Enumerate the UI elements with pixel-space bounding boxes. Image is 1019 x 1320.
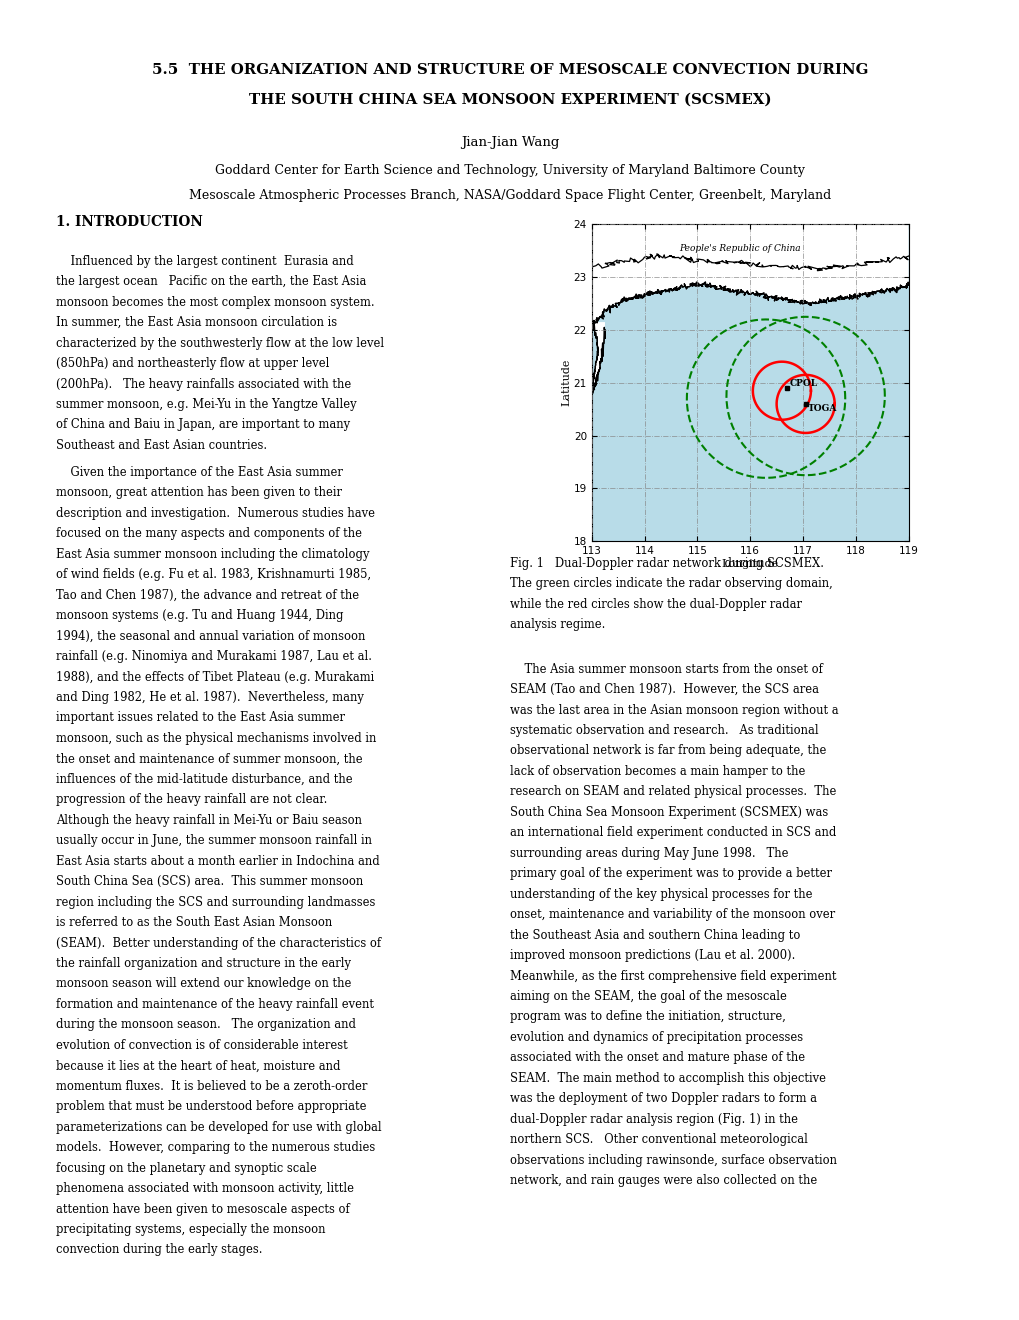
Text: was the deployment of two Doppler radars to form a: was the deployment of two Doppler radars… bbox=[510, 1093, 816, 1105]
Text: The Asia summer monsoon starts from the onset of: The Asia summer monsoon starts from the … bbox=[510, 663, 822, 676]
Text: Influenced by the largest continent  Eurasia and: Influenced by the largest continent Eura… bbox=[56, 255, 354, 268]
Text: SEAM (Tao and Chen 1987).  However, the SCS area: SEAM (Tao and Chen 1987). However, the S… bbox=[510, 684, 818, 696]
Text: Mesoscale Atmospheric Processes Branch, NASA/Goddard Space Flight Center, Greenb: Mesoscale Atmospheric Processes Branch, … bbox=[189, 189, 830, 202]
Text: of China and Baiu in Japan, are important to many: of China and Baiu in Japan, are importan… bbox=[56, 418, 350, 432]
Text: monsoon systems (e.g. Tu and Huang 1944, Ding: monsoon systems (e.g. Tu and Huang 1944,… bbox=[56, 610, 343, 622]
Text: network, and rain gauges were also collected on the: network, and rain gauges were also colle… bbox=[510, 1175, 816, 1187]
Text: was the last area in the Asian monsoon region without a: was the last area in the Asian monsoon r… bbox=[510, 704, 838, 717]
Text: because it lies at the heart of heat, moisture and: because it lies at the heart of heat, mo… bbox=[56, 1060, 340, 1072]
Text: rainfall (e.g. Ninomiya and Murakami 1987, Lau et al.: rainfall (e.g. Ninomiya and Murakami 198… bbox=[56, 651, 372, 663]
Text: 5.5  THE ORGANIZATION AND STRUCTURE OF MESOSCALE CONVECTION DURING: 5.5 THE ORGANIZATION AND STRUCTURE OF ME… bbox=[152, 63, 867, 78]
Text: focusing on the planetary and synoptic scale: focusing on the planetary and synoptic s… bbox=[56, 1162, 317, 1175]
Text: parameterizations can be developed for use with global: parameterizations can be developed for u… bbox=[56, 1121, 381, 1134]
Text: phenomena associated with monsoon activity, little: phenomena associated with monsoon activi… bbox=[56, 1183, 354, 1195]
Text: research on SEAM and related physical processes.  The: research on SEAM and related physical pr… bbox=[510, 785, 836, 799]
Text: evolution and dynamics of precipitation processes: evolution and dynamics of precipitation … bbox=[510, 1031, 802, 1044]
Text: observational network is far from being adequate, the: observational network is far from being … bbox=[510, 744, 825, 758]
Text: usually occur in June, the summer monsoon rainfall in: usually occur in June, the summer monsoo… bbox=[56, 834, 372, 847]
Text: program was to define the initiation, structure,: program was to define the initiation, st… bbox=[510, 1011, 785, 1023]
Text: monsoon, great attention has been given to their: monsoon, great attention has been given … bbox=[56, 487, 341, 499]
Text: attention have been given to mesoscale aspects of: attention have been given to mesoscale a… bbox=[56, 1203, 350, 1216]
Text: People's Republic of China: People's Republic of China bbox=[679, 244, 800, 252]
Text: East Asia starts about a month earlier in Indochina and: East Asia starts about a month earlier i… bbox=[56, 855, 379, 867]
Text: monsoon, such as the physical mechanisms involved in: monsoon, such as the physical mechanisms… bbox=[56, 733, 376, 744]
Text: region including the SCS and surrounding landmasses: region including the SCS and surrounding… bbox=[56, 896, 375, 908]
Text: problem that must be understood before appropriate: problem that must be understood before a… bbox=[56, 1101, 366, 1113]
Text: focused on the many aspects and components of the: focused on the many aspects and componen… bbox=[56, 528, 362, 540]
Text: observations including rawinsonde, surface observation: observations including rawinsonde, surfa… bbox=[510, 1154, 837, 1167]
Text: 1994), the seasonal and annual variation of monsoon: 1994), the seasonal and annual variation… bbox=[56, 630, 365, 643]
Text: Jian-Jian Wang: Jian-Jian Wang bbox=[461, 136, 558, 149]
Polygon shape bbox=[591, 224, 908, 325]
Text: precipitating systems, especially the monsoon: precipitating systems, especially the mo… bbox=[56, 1224, 325, 1236]
Text: Goddard Center for Earth Science and Technology, University of Maryland Baltimor: Goddard Center for Earth Science and Tec… bbox=[215, 164, 804, 177]
X-axis label: Longitude: Longitude bbox=[720, 558, 779, 569]
Text: during the monsoon season.   The organization and: during the monsoon season. The organizat… bbox=[56, 1019, 356, 1031]
Text: the onset and maintenance of summer monsoon, the: the onset and maintenance of summer mons… bbox=[56, 752, 363, 766]
Text: associated with the onset and mature phase of the: associated with the onset and mature pha… bbox=[510, 1051, 804, 1064]
Text: characterized by the southwesterly flow at the low level: characterized by the southwesterly flow … bbox=[56, 337, 384, 350]
Text: progression of the heavy rainfall are not clear.: progression of the heavy rainfall are no… bbox=[56, 793, 327, 807]
Text: monsoon becomes the most complex monsoon system.: monsoon becomes the most complex monsoon… bbox=[56, 296, 374, 309]
Text: South China Sea Monsoon Experiment (SCSMEX) was: South China Sea Monsoon Experiment (SCSM… bbox=[510, 805, 827, 818]
Text: aiming on the SEAM, the goal of the mesoscale: aiming on the SEAM, the goal of the meso… bbox=[510, 990, 786, 1003]
Text: surrounding areas during May June 1998.   The: surrounding areas during May June 1998. … bbox=[510, 847, 788, 859]
Text: The green circles indicate the radar observing domain,: The green circles indicate the radar obs… bbox=[510, 578, 832, 590]
Text: TOGA: TOGA bbox=[807, 404, 837, 413]
Text: influences of the mid-latitude disturbance, and the: influences of the mid-latitude disturban… bbox=[56, 774, 353, 785]
Text: Given the importance of the East Asia summer: Given the importance of the East Asia su… bbox=[56, 466, 342, 479]
Text: East Asia summer monsoon including the climatology: East Asia summer monsoon including the c… bbox=[56, 548, 369, 561]
Text: understanding of the key physical processes for the: understanding of the key physical proces… bbox=[510, 887, 812, 900]
Text: formation and maintenance of the heavy rainfall event: formation and maintenance of the heavy r… bbox=[56, 998, 374, 1011]
Text: 1. INTRODUCTION: 1. INTRODUCTION bbox=[56, 215, 203, 230]
Text: In summer, the East Asia monsoon circulation is: In summer, the East Asia monsoon circula… bbox=[56, 317, 337, 329]
Text: (200hPa).   The heavy rainfalls associated with the: (200hPa). The heavy rainfalls associated… bbox=[56, 378, 351, 391]
Text: convection during the early stages.: convection during the early stages. bbox=[56, 1243, 262, 1257]
Text: (SEAM).  Better understanding of the characteristics of: (SEAM). Better understanding of the char… bbox=[56, 937, 381, 949]
Text: important issues related to the East Asia summer: important issues related to the East Asi… bbox=[56, 711, 344, 725]
Text: northern SCS.   Other conventional meteorological: northern SCS. Other conventional meteoro… bbox=[510, 1133, 807, 1146]
Text: while the red circles show the dual-Doppler radar: while the red circles show the dual-Dopp… bbox=[510, 598, 801, 611]
Text: the Southeast Asia and southern China leading to: the Southeast Asia and southern China le… bbox=[510, 929, 800, 941]
Text: THE SOUTH CHINA SEA MONSOON EXPERIMENT (SCSMEX): THE SOUTH CHINA SEA MONSOON EXPERIMENT (… bbox=[249, 92, 770, 107]
Text: Meanwhile, as the first comprehensive field experiment: Meanwhile, as the first comprehensive fi… bbox=[510, 969, 836, 982]
Text: systematic observation and research.   As traditional: systematic observation and research. As … bbox=[510, 723, 818, 737]
Text: momentum fluxes.  It is believed to be a zeroth-order: momentum fluxes. It is believed to be a … bbox=[56, 1080, 367, 1093]
Text: summer monsoon, e.g. Mei-Yu in the Yangtze Valley: summer monsoon, e.g. Mei-Yu in the Yangt… bbox=[56, 399, 357, 411]
Text: South China Sea (SCS) area.  This summer monsoon: South China Sea (SCS) area. This summer … bbox=[56, 875, 363, 888]
Text: an international field experiment conducted in SCS and: an international field experiment conduc… bbox=[510, 826, 836, 840]
Text: primary goal of the experiment was to provide a better: primary goal of the experiment was to pr… bbox=[510, 867, 832, 880]
Text: improved monsoon predictions (Lau et al. 2000).: improved monsoon predictions (Lau et al.… bbox=[510, 949, 795, 962]
Text: Southeast and East Asian countries.: Southeast and East Asian countries. bbox=[56, 438, 267, 451]
Text: Tao and Chen 1987), the advance and retreat of the: Tao and Chen 1987), the advance and retr… bbox=[56, 589, 359, 602]
Text: the largest ocean   Pacific on the earth, the East Asia: the largest ocean Pacific on the earth, … bbox=[56, 276, 366, 288]
Text: the rainfall organization and structure in the early: the rainfall organization and structure … bbox=[56, 957, 351, 970]
Text: Although the heavy rainfall in Mei-Yu or Baiu season: Although the heavy rainfall in Mei-Yu or… bbox=[56, 813, 362, 826]
Text: (850hPa) and northeasterly flow at upper level: (850hPa) and northeasterly flow at upper… bbox=[56, 358, 329, 370]
Text: is referred to as the South East Asian Monsoon: is referred to as the South East Asian M… bbox=[56, 916, 332, 929]
Text: models.  However, comparing to the numerous studies: models. However, comparing to the numero… bbox=[56, 1140, 375, 1154]
Y-axis label: Latitude: Latitude bbox=[560, 359, 571, 407]
Text: dual-Doppler radar analysis region (Fig. 1) in the: dual-Doppler radar analysis region (Fig.… bbox=[510, 1113, 797, 1126]
Text: 1988), and the effects of Tibet Plateau (e.g. Murakami: 1988), and the effects of Tibet Plateau … bbox=[56, 671, 374, 684]
Text: Fig. 1   Dual-Doppler radar network during SCSMEX.: Fig. 1 Dual-Doppler radar network during… bbox=[510, 557, 823, 570]
Polygon shape bbox=[591, 321, 604, 396]
Text: of wind fields (e.g. Fu et al. 1983, Krishnamurti 1985,: of wind fields (e.g. Fu et al. 1983, Kri… bbox=[56, 569, 371, 581]
Text: and Ding 1982, He et al. 1987).  Nevertheless, many: and Ding 1982, He et al. 1987). Neverthe… bbox=[56, 692, 364, 704]
Text: CPOL: CPOL bbox=[789, 379, 816, 388]
Text: monsoon season will extend our knowledge on the: monsoon season will extend our knowledge… bbox=[56, 978, 352, 990]
Text: analysis regime.: analysis regime. bbox=[510, 618, 605, 631]
Text: evolution of convection is of considerable interest: evolution of convection is of considerab… bbox=[56, 1039, 347, 1052]
Text: description and investigation.  Numerous studies have: description and investigation. Numerous … bbox=[56, 507, 375, 520]
Text: onset, maintenance and variability of the monsoon over: onset, maintenance and variability of th… bbox=[510, 908, 835, 921]
Text: lack of observation becomes a main hamper to the: lack of observation becomes a main hampe… bbox=[510, 766, 805, 777]
Text: SEAM.  The main method to accomplish this objective: SEAM. The main method to accomplish this… bbox=[510, 1072, 825, 1085]
